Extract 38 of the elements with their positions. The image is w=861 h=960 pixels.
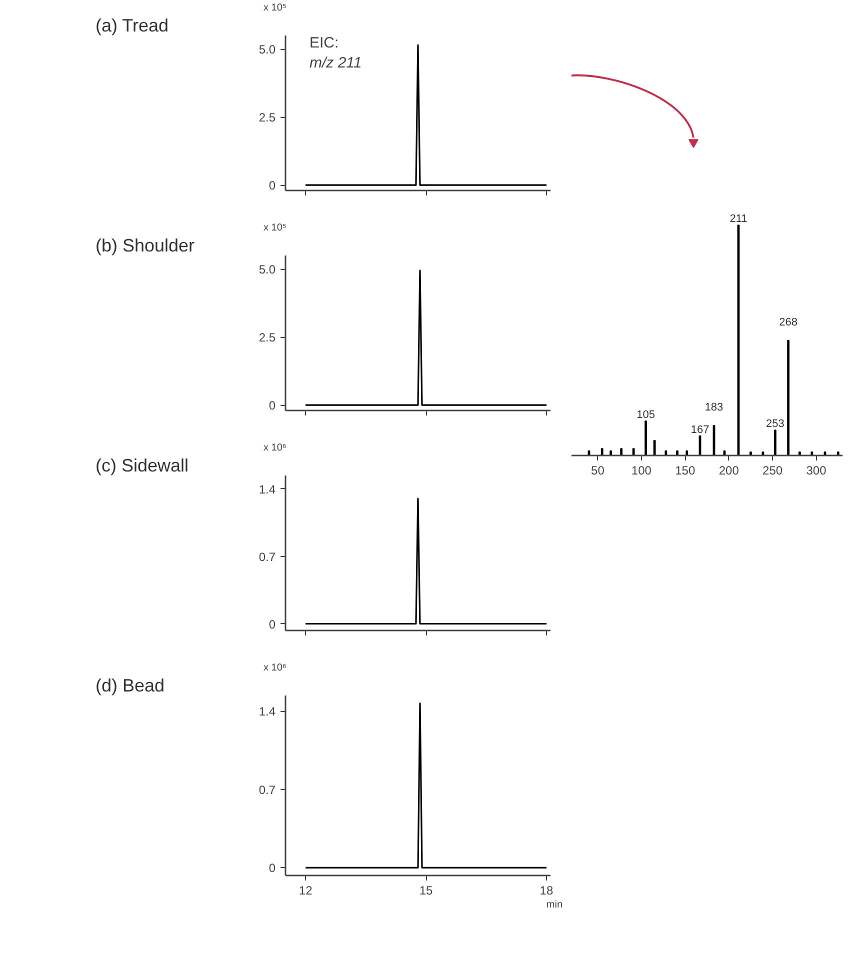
x-tick-label: 18 (540, 884, 554, 898)
annotation: m/z 211 (310, 54, 362, 72)
y-tick-label: 2.5 (258, 330, 276, 345)
y-axis-title: x 10⁵ (264, 222, 287, 234)
y-tick-label: 5.0 (258, 262, 276, 277)
y-tick-label: 0 (268, 398, 276, 413)
y-tick-label: 0.7 (258, 782, 276, 797)
y-axis-title: x 10⁵ (264, 2, 287, 14)
y-tick-label: 0.7 (258, 550, 276, 564)
y-tick-label: 5.0 (258, 42, 276, 57)
x-tick-label: 150 (675, 464, 696, 478)
x-tick-label: 50 (591, 464, 605, 478)
x-axis-title: min (546, 900, 563, 910)
annotation: 183 (704, 402, 724, 414)
x-tick-label: 15 (419, 884, 434, 898)
text: (b) Shoulder (96, 236, 195, 256)
y-tick-label: 2.5 (258, 110, 276, 125)
y-axis-title: x 10⁶ (264, 662, 287, 674)
annotation: 167 (690, 424, 710, 436)
y-tick-label: 0 (268, 617, 276, 632)
x-tick-label: 12 (298, 884, 313, 898)
annotation: 211 (730, 213, 748, 226)
x-tick-label: 250 (762, 464, 783, 478)
y-tick-label: 0 (268, 861, 276, 876)
annotation: 105 (636, 408, 655, 421)
annotation: 268 (779, 316, 798, 328)
y-tick-label: 0 (268, 178, 276, 193)
x-tick-label: 300 (806, 464, 827, 478)
y-tick-label: 1.4 (258, 704, 276, 719)
y-axis-title: x 10⁶ (264, 442, 287, 454)
text: (d) Bead (96, 676, 165, 696)
text: (c) Sidewall (96, 456, 189, 476)
annotation: EIC: (310, 34, 339, 52)
y-tick-label: 1.4 (258, 482, 276, 496)
x-tick-label: 100 (631, 464, 652, 478)
x-tick-label: 200 (718, 464, 740, 478)
annotation: 253 (766, 418, 784, 430)
text: (a) Tread (96, 16, 169, 36)
